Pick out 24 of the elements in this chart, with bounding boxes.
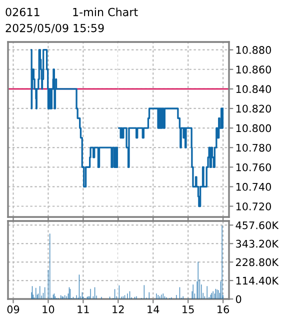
y-tick-label: 10.800 [236,124,272,132]
x-tick-label: 12 [112,305,124,314]
x-tick-label: 14 [148,306,160,314]
x-tick-label: 11 [78,306,89,314]
y-tick-label: 10.880 [236,46,272,54]
y-tick-label: 0 [236,295,242,304]
y-tick-label: 10.720 [236,202,272,210]
y-tick-label: 10.840 [236,85,272,94]
chart-subtitle: 1-min Chart [73,8,138,16]
text: 2025/05/09 15:59 [6,24,104,34]
x-tick-label: 10 [42,305,54,314]
y-tick-label: 114.40K [236,276,279,285]
y-tick-label: 228.80K [236,258,279,266]
y-tick-label: 10.780 [236,144,272,152]
y-tick-label: 10.860 [236,66,272,74]
chart-title: 02611 [6,8,40,16]
y-tick-label: 10.820 [236,104,272,113]
y-tick-label: 457.60K [236,221,279,230]
y-tick-label: 10.740 [236,182,272,191]
y-tick-label: 10.760 [236,163,272,172]
x-tick-label: 16 [218,305,230,314]
x-tick-label: 15 [182,306,194,314]
y-tick-label: 343.20K [236,240,279,248]
x-tick-label: 09 [7,305,20,314]
